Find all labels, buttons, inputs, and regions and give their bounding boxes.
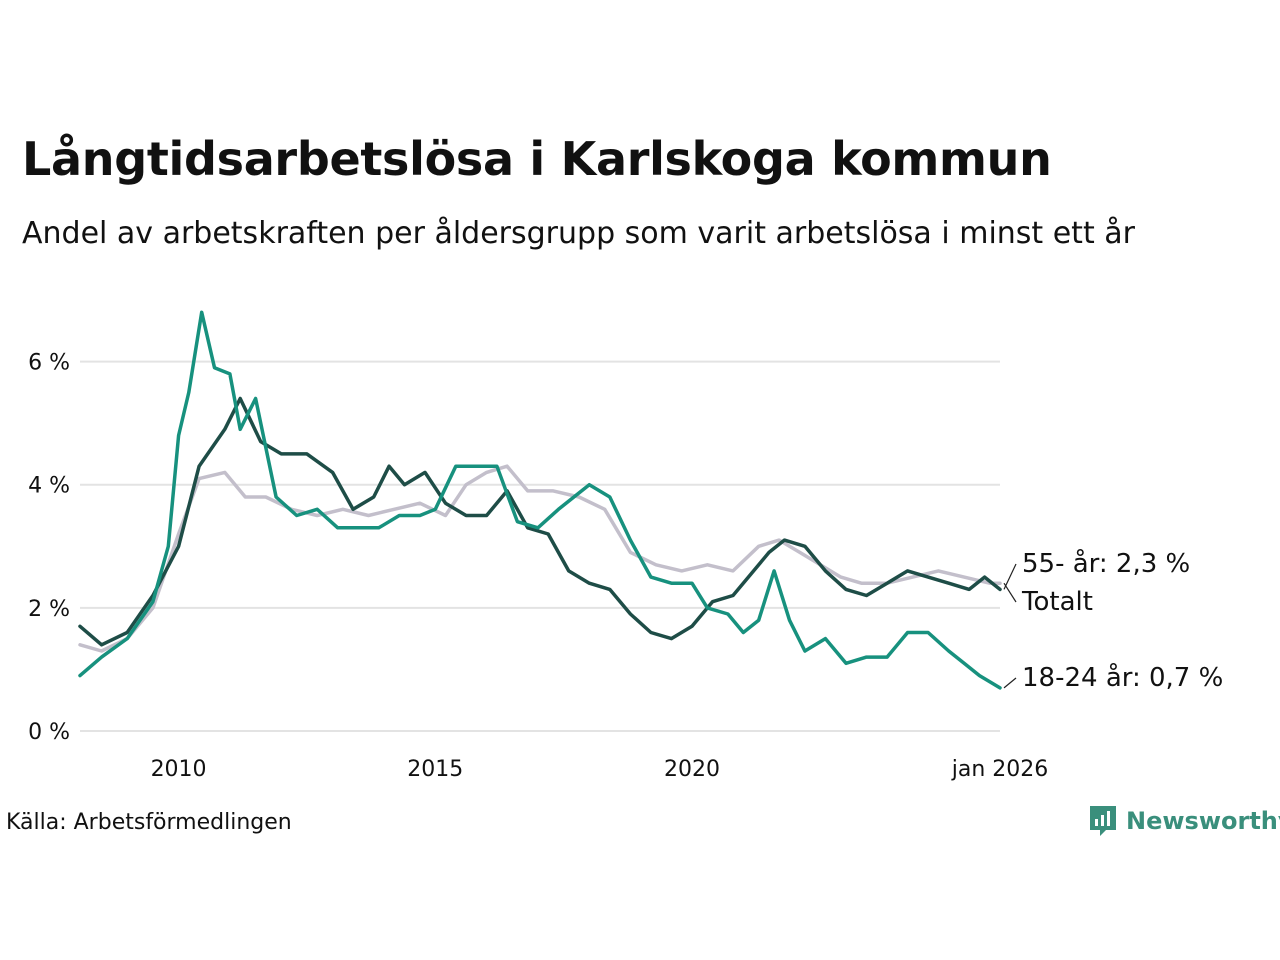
y-tick-label: 0 % <box>28 720 70 745</box>
end-label-leader <box>1003 563 1017 590</box>
newsworthy-logo-icon <box>1090 806 1116 836</box>
end-label: 18-24 år: 0,7 % <box>1022 662 1223 693</box>
chart-title: Långtidsarbetslösa i Karlskoga kommun <box>22 132 1052 186</box>
series-line-55-r <box>78 396 1002 647</box>
source-note: Källa: Arbetsförmedlingen <box>6 810 292 835</box>
brand-logo: Newsworthy <box>1088 804 1280 838</box>
series-line-18-24-r <box>78 310 1002 690</box>
y-axis-ticks: 0 % 2 % 4 % 6 % <box>28 351 70 745</box>
x-tick-label: 2020 <box>664 757 720 782</box>
y-tick-label: 6 % <box>28 351 70 376</box>
x-tick-label: 2015 <box>407 757 463 782</box>
grid-lines <box>80 360 1000 732</box>
x-axis-ticks: 2010 2015 2020 jan 2026 <box>151 757 1049 782</box>
end-label-leader <box>1003 582 1017 603</box>
series-lines <box>78 310 1002 690</box>
end-label: 55- år: 2,3 % <box>1022 548 1190 579</box>
y-tick-label: 2 % <box>28 597 70 622</box>
end-label-leader <box>1003 677 1017 689</box>
x-tick-label: jan 2026 <box>951 757 1049 782</box>
end-label: Totalt <box>1021 587 1093 617</box>
x-tick-label: 2010 <box>151 757 207 782</box>
brand-name: Newsworthy <box>1126 807 1280 835</box>
y-tick-label: 4 % <box>28 474 70 499</box>
end-labels: 55- år: 2,3 % Totalt 18-24 år: 0,7 % <box>1003 548 1223 693</box>
series-line-totalt <box>78 464 1002 653</box>
chart-subtitle: Andel av arbetskraften per åldersgrupp s… <box>22 216 1135 251</box>
